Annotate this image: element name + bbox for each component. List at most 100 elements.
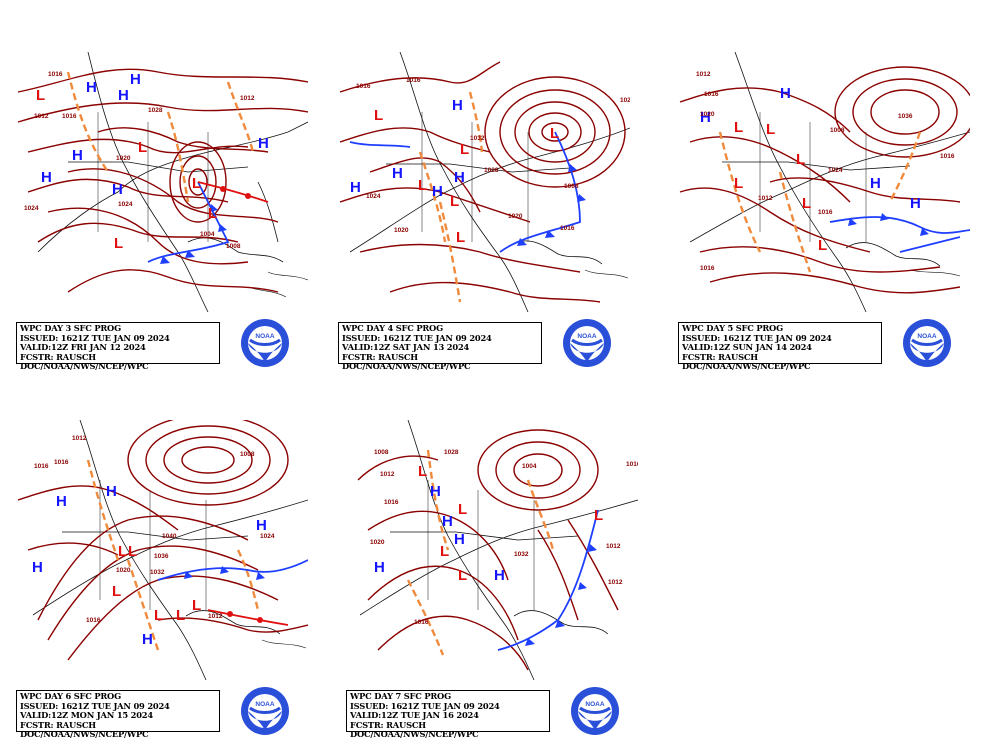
caption-valid: VALID:12Z FRI JAN 12 2024 (20, 342, 146, 353)
isobar-label: 1036 (154, 553, 169, 560)
isobar-label: 1024 (260, 533, 275, 540)
high-pressure-symbol: H (910, 195, 921, 212)
noaa-logo: NOAA (570, 686, 620, 736)
isobar-label: 1016 (406, 77, 421, 84)
surface-map-day4[interactable]: H H H H H L L L L L L 1024 1016 1020 101… (330, 52, 630, 312)
low-pressure-symbol: L (458, 567, 467, 584)
high-pressure-symbol: H (870, 175, 881, 192)
prog-caption-box: WPC DAY 3 SFC PROG ISSUED: 1621Z TUE JAN… (16, 322, 220, 371)
caption-forecaster: FCSTR: RAUSCH (342, 351, 418, 362)
prog-panel-day6: H H H H H L L L L L L 1016 1016 1012 100… (8, 420, 308, 750)
isobar-label: 1020 (620, 97, 630, 104)
low-pressure-symbol: L (460, 141, 469, 158)
high-pressure-symbol: H (452, 97, 463, 114)
noaa-logo: NOAA (562, 318, 612, 368)
noaa-logo: NOAA (240, 318, 290, 368)
isobar-label: 1016 (356, 83, 371, 90)
caption-issued: ISSUED: 1621Z TUE JAN 09 2024 (20, 700, 170, 711)
isobar-label: 1012 (72, 435, 87, 442)
caption-issued: ISSUED: 1621Z TUE JAN 09 2024 (682, 332, 832, 343)
noaa-logo: NOAA (240, 686, 290, 736)
low-pressure-symbol: L (374, 107, 383, 124)
surface-map-day5[interactable]: H H H H L L L L L L 1012 1020 1016 1012 … (670, 52, 970, 312)
high-pressure-symbol: H (430, 483, 441, 500)
high-pressure-symbol: H (374, 559, 385, 576)
caption-title: WPC DAY 4 SFC PROG (342, 323, 443, 333)
isobar-label: 1040 (162, 533, 177, 540)
isobar-label: 1012 (696, 71, 711, 78)
isobar-label: 1008 (226, 243, 241, 250)
low-pressure-symbol: L (550, 125, 559, 142)
isobar-label: 1016 (384, 499, 399, 506)
surface-map-day7[interactable]: H H H H H L L L L L 1008 1012 1016 1028 … (338, 420, 638, 680)
caption-valid: VALID:12Z SUN JAN 14 2024 (682, 342, 812, 353)
isobar-label: 1016 (560, 225, 575, 232)
low-pressure-symbol: L (802, 195, 811, 212)
caption-source: DOC/NOAA/NWS/NCEP/WPC (682, 361, 811, 372)
isobar-label: 1020 (700, 111, 715, 118)
low-pressure-symbol: L (154, 607, 163, 624)
isobar-label: 1016 (48, 71, 63, 78)
isobar-label: 1016 (700, 265, 715, 272)
high-pressure-symbol: H (86, 79, 97, 96)
high-pressure-symbol: H (118, 87, 129, 104)
low-pressure-symbol: L (734, 119, 743, 136)
low-pressure-symbol: L (192, 175, 201, 192)
low-pressure-symbol: L (440, 543, 449, 560)
caption-source: DOC/NOAA/NWS/NCEP/WPC (20, 361, 149, 372)
high-pressure-symbol: H (142, 631, 153, 648)
noaa-logo-text: NOAA (577, 333, 596, 340)
isobar-label: 1012 (34, 113, 49, 120)
prog-panel-day5: H H H H L L L L L L 1012 1020 1016 1012 … (670, 52, 970, 382)
noaa-logo: NOAA (902, 318, 952, 368)
isobar-label: 1036 (898, 113, 913, 120)
noaa-logo-text: NOAA (255, 701, 274, 708)
noaa-logo-text: NOAA (585, 701, 604, 708)
caption-source: DOC/NOAA/NWS/NCEP/WPC (20, 729, 149, 740)
caption-title: WPC DAY 3 SFC PROG (20, 323, 121, 333)
isobar-label: 1028 (444, 449, 459, 456)
high-pressure-symbol: H (350, 179, 361, 196)
caption-forecaster: FCSTR: RAUSCH (20, 719, 96, 730)
isobar-label: 1020 (116, 567, 131, 574)
caption-forecaster: FCSTR: RAUSCH (20, 351, 96, 362)
low-pressure-symbol: L (176, 607, 185, 624)
high-pressure-symbol: H (256, 517, 267, 534)
high-pressure-symbol: H (72, 147, 83, 164)
isobar-label: 1016 (414, 619, 429, 626)
low-pressure-symbol: L (112, 583, 121, 600)
isobar-label: 1012 (606, 543, 621, 550)
surface-map-day3[interactable]: H H H H H H H L L L L L 1016 1012 1024 1… (8, 52, 308, 312)
caption-title: WPC DAY 5 SFC PROG (682, 323, 783, 333)
isobar-label: 1012 (608, 579, 623, 586)
isobar-label: 1012 (240, 95, 255, 102)
low-pressure-symbol: L (128, 543, 137, 560)
caption-title: WPC DAY 7 SFC PROG (350, 691, 451, 701)
isobar-label: 1028 (484, 167, 499, 174)
isobar-label: 1016 (34, 463, 49, 470)
isobar-label: 1012 (758, 195, 773, 202)
isobar-label: 1016 (818, 209, 833, 216)
isobar-label: 1020 (508, 213, 523, 220)
isobar-label: 1016 (54, 459, 69, 466)
low-pressure-symbol: L (138, 139, 147, 156)
low-pressure-symbol: L (114, 235, 123, 252)
isobar-label: 1024 (366, 193, 381, 200)
isobar-label: 1024 (828, 167, 843, 174)
low-pressure-symbol: L (418, 177, 427, 194)
isobar-label: 1016 (940, 153, 955, 160)
isobar-label: 1008 (564, 183, 579, 190)
high-pressure-symbol: H (700, 109, 711, 126)
isobar-label: 1008 (240, 451, 255, 458)
isobar-label: 1020 (370, 539, 385, 546)
high-pressure-symbol: H (258, 135, 269, 152)
high-pressure-symbol: H (442, 513, 453, 530)
low-pressure-symbol: L (456, 229, 465, 246)
surface-map-day6[interactable]: H H H H H L L L L L L 1016 1016 1012 100… (8, 420, 308, 680)
low-pressure-symbol: L (818, 237, 827, 254)
caption-valid: VALID:12Z TUE JAN 16 2024 (350, 710, 479, 721)
isobar-label: 1012 (208, 613, 223, 620)
prog-caption-box: WPC DAY 4 SFC PROG ISSUED: 1621Z TUE JAN… (338, 322, 542, 371)
low-pressure-symbol: L (418, 463, 427, 480)
high-pressure-symbol: H (494, 567, 505, 584)
